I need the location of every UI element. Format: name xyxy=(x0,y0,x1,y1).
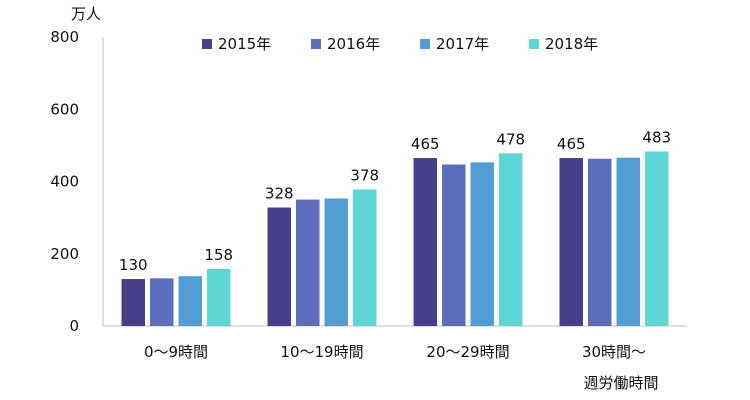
legend-swatch xyxy=(420,39,430,49)
legend-swatch xyxy=(311,39,321,49)
bar-2018年-1 xyxy=(353,189,377,326)
bar-2015年-3 xyxy=(559,158,583,326)
data-label: 158 xyxy=(204,246,233,264)
legend: 2015年 2016年 2017年 2018年 xyxy=(202,35,598,53)
data-label: 130 xyxy=(119,256,148,274)
bar-2018年-3 xyxy=(645,151,669,326)
legend-label: 2015年 xyxy=(218,35,271,53)
bar-2018年-2 xyxy=(499,153,523,326)
x-category-label: 0～9時間 xyxy=(144,343,208,361)
legend-label: 2016年 xyxy=(327,35,380,53)
data-label: 465 xyxy=(411,135,440,153)
bar-2015年-0 xyxy=(121,279,145,326)
y-tick-label: 400 xyxy=(50,173,79,191)
x-category-label: 10～19時間 xyxy=(280,343,363,361)
y-unit-label: 万人 xyxy=(71,5,101,23)
legend-label: 2017年 xyxy=(436,35,489,53)
data-label: 478 xyxy=(496,130,525,148)
bar-2016年-2 xyxy=(442,164,466,326)
legend-label: 2018年 xyxy=(545,35,598,53)
data-label: 328 xyxy=(265,185,294,203)
y-tick-label: 600 xyxy=(50,100,79,118)
y-tick-label: 800 xyxy=(50,28,79,46)
legend-swatch xyxy=(529,39,539,49)
x-category-label: 20～29時間 xyxy=(426,343,509,361)
bar-2016年-3 xyxy=(588,158,612,326)
y-tick-label: 0 xyxy=(69,317,79,335)
bar-2017年-3 xyxy=(616,157,640,326)
bar-2017年-2 xyxy=(470,162,494,326)
bar-2015年-1 xyxy=(267,207,291,326)
data-label: 483 xyxy=(642,129,671,147)
bar-2015年-2 xyxy=(413,158,437,326)
bar-2016年-1 xyxy=(296,199,320,326)
bar-2017年-0 xyxy=(178,276,202,326)
x-category-label: 30時間～ xyxy=(582,343,646,361)
data-label: 465 xyxy=(557,135,586,153)
y-tick-label: 200 xyxy=(50,245,79,263)
bar-2016年-0 xyxy=(150,278,174,326)
bar-2017年-1 xyxy=(324,198,348,326)
data-label: 378 xyxy=(350,166,379,184)
x-axis-label: 週労働時間 xyxy=(583,374,658,392)
bar-2018年-0 xyxy=(207,268,231,326)
legend-swatch xyxy=(202,39,212,49)
